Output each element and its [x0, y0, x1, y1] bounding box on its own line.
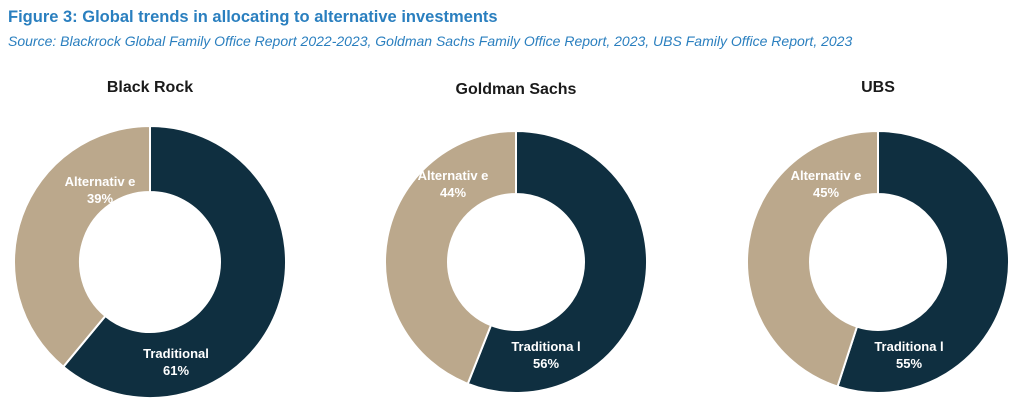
donut-slice-alternative: [384, 129, 517, 386]
slice-value-label: 39%: [87, 191, 113, 206]
slice-value-label: 44%: [440, 185, 466, 200]
donut-slice-traditional: [836, 129, 1010, 394]
figure-source: Source: Blackrock Global Family Office R…: [8, 33, 853, 49]
donut-slice-alternative: [13, 124, 151, 369]
slice-label: Alternativ e: [418, 168, 489, 183]
donut-slice-traditional: [61, 124, 287, 399]
donut-slice-alternative: [746, 129, 879, 388]
slice-label: Alternativ e: [65, 174, 136, 189]
figure-title: Figure 3: Global trends in allocating to…: [8, 8, 498, 26]
chart-goldman-sachs: Goldman Sachs Traditiona l 56% Alternativ …: [384, 81, 648, 394]
chart-title-blackrock: Black Rock: [107, 79, 193, 96]
slice-value-label: 56%: [533, 356, 559, 371]
slice-label: Traditional: [143, 346, 209, 361]
chart-blackrock: Black Rock Traditional 61% Alternativ e 39%: [13, 79, 287, 399]
slice-label: Traditiona l: [874, 339, 943, 354]
donut-slice-traditional: [466, 129, 648, 394]
slice-label: Traditiona l: [511, 339, 580, 354]
chart-title-ubs: UBS: [861, 79, 895, 96]
slice-value-label: 61%: [163, 363, 189, 378]
chart-ubs: UBS Traditiona l 55% Alternativ e 45%: [746, 79, 1010, 394]
slice-value-label: 45%: [813, 185, 839, 200]
chart-title-goldman-sachs: Goldman Sachs: [456, 81, 577, 98]
slice-value-label: 55%: [896, 356, 922, 371]
slice-label: Alternativ e: [791, 168, 862, 183]
